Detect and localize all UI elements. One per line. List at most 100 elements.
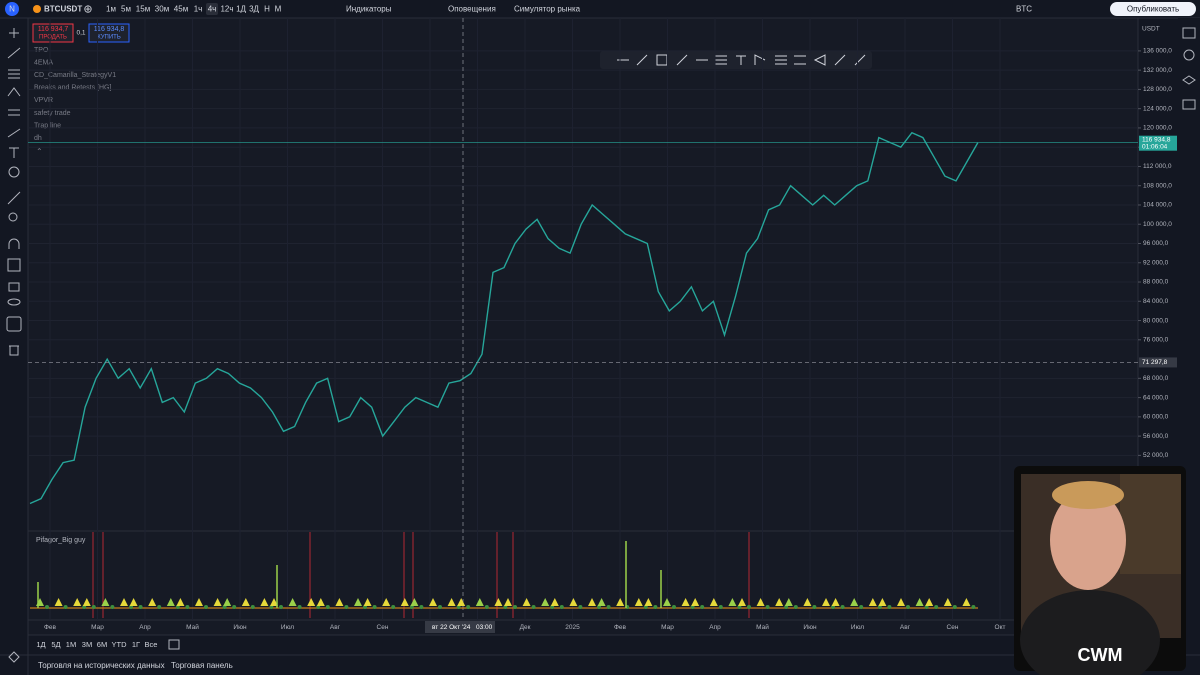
y-tick-label: 84 000,0 (1143, 298, 1169, 305)
interval-button[interactable]: 4ч (208, 5, 217, 14)
drawing-tools[interactable] (6, 28, 22, 663)
signal-triangle (316, 598, 325, 606)
y-tick-label: 52 000,0 (1143, 452, 1169, 459)
signal-dot (887, 605, 892, 609)
indicator-name[interactable]: Trap line (34, 122, 61, 129)
signal-triangle (354, 598, 362, 606)
indicator-name[interactable]: dh (34, 135, 42, 142)
range-button[interactable]: 6М (97, 640, 107, 649)
price-line (29, 131, 979, 505)
signal-dot (859, 605, 864, 609)
interval-button[interactable]: 5м (121, 5, 131, 14)
x-tick-label: Мар (661, 624, 674, 631)
indicator-name[interactable]: safety trade (34, 110, 71, 117)
y-tick-label: 56 000,0 (1143, 433, 1169, 440)
interval-button[interactable]: 3Д (249, 5, 259, 14)
indicator-name[interactable]: Breaks and Retests [HG] (34, 85, 111, 92)
y-tick-label: 76 000,0 (1143, 337, 1169, 344)
sell-button[interactable] (32, 23, 74, 43)
interval-button[interactable]: 1Д (236, 5, 246, 14)
indicator-name[interactable]: VPVR (34, 97, 53, 104)
signal-triangle (176, 598, 185, 606)
sidebar-icons[interactable] (1182, 27, 1196, 110)
signal-triangle (925, 598, 934, 606)
tab-trading-panel[interactable]: Торговая панель (171, 661, 233, 670)
signal-triangle (588, 598, 596, 606)
shirt (1020, 590, 1160, 675)
signal-triangle (148, 598, 157, 606)
interval-button[interactable]: 45м (174, 5, 188, 14)
interval-button[interactable]: 15м (136, 5, 150, 14)
signal-triangle (82, 598, 91, 606)
signal-dot (325, 605, 330, 609)
signal-triangle (738, 598, 746, 606)
range-button[interactable]: Все (145, 640, 158, 649)
interval-button[interactable]: М (275, 5, 282, 14)
interval-button[interactable]: 1ч (194, 5, 203, 14)
signal-dot (513, 605, 517, 609)
face (1050, 490, 1126, 590)
symbol[interactable]: BTCUSDT (44, 5, 82, 14)
indicator-name[interactable]: 4EMA (34, 59, 53, 66)
signal-triangle (410, 598, 419, 606)
x-tick-label: Июл (281, 624, 294, 631)
collapse-arrow[interactable]: ⌃ (36, 147, 43, 156)
y-tick-label: 120 000,0 (1143, 125, 1172, 132)
range-button[interactable]: 1М (66, 640, 76, 649)
interval-button[interactable]: 30м (155, 5, 169, 14)
signal-dot (934, 605, 939, 609)
interval-button[interactable]: 12ч (220, 5, 233, 14)
signal-triangle (644, 598, 653, 606)
signal-triangle (569, 598, 578, 606)
signal-triangle (634, 598, 643, 606)
signal-triangle (241, 598, 250, 606)
publish-button-bg[interactable] (1110, 2, 1196, 16)
signal-dot (531, 605, 536, 609)
range-button[interactable]: 3М (82, 640, 92, 649)
quantity[interactable]: 0,1 (76, 30, 85, 37)
signal-dot (110, 605, 115, 609)
signal-triangle (166, 598, 175, 606)
signal-triangle (101, 598, 110, 606)
interval-button[interactable]: Н (264, 5, 270, 14)
signal-dot (185, 605, 190, 609)
countdown: 01:06:04 (1142, 143, 1168, 150)
signal-dot (250, 605, 255, 609)
signal-dot (45, 605, 49, 609)
publish-button[interactable]: Опубликовать (1127, 5, 1179, 14)
range-button[interactable]: 1Д (36, 640, 45, 649)
date-range-icon[interactable] (168, 639, 180, 650)
signal-dot (438, 605, 442, 609)
signal-dot (232, 605, 237, 609)
y-tick-label: 124 000,0 (1143, 105, 1172, 112)
replay-button[interactable]: Симулятор рынка (514, 5, 581, 14)
range-button[interactable]: 5Д (51, 640, 60, 649)
avatar[interactable] (5, 2, 19, 16)
crosshair-time: вт 22 Окт '24 (432, 624, 471, 631)
add-symbol[interactable]: ⊕ (83, 3, 92, 15)
x-tick-label: Сен (377, 624, 389, 631)
signal-dot (747, 605, 751, 609)
y-tick-label: 100 000,0 (1143, 221, 1172, 228)
alerts-button[interactable]: Оповещения (448, 5, 496, 14)
tab-backtest[interactable]: Торговля на исторических данных (38, 661, 165, 670)
x-tick-label: Авг (900, 624, 911, 631)
indicator-name[interactable]: CD_Camarilla_StrategyV1 (34, 72, 116, 79)
y-tick-label: 92 000,0 (1143, 259, 1169, 266)
currency-select[interactable]: BTC (1016, 5, 1032, 14)
buy-label: КУПИТЬ (97, 35, 121, 41)
price-currency: USDT (1142, 26, 1160, 33)
interval-button[interactable]: 1м (106, 5, 116, 14)
sell-price: 116 934,7 (38, 26, 69, 33)
signal-dot (91, 605, 96, 609)
indicator-name[interactable]: TPO (34, 47, 49, 54)
range-button[interactable]: YTD (112, 640, 128, 649)
range-button[interactable]: 1Г (132, 640, 140, 649)
x-tick-label: Июн (233, 624, 247, 631)
signal-triangle (400, 598, 409, 606)
indicators-button[interactable]: Индикаторы (346, 5, 392, 14)
signal-dot (700, 605, 705, 609)
floating-tools[interactable] (617, 54, 866, 66)
buy-button[interactable] (88, 23, 130, 43)
